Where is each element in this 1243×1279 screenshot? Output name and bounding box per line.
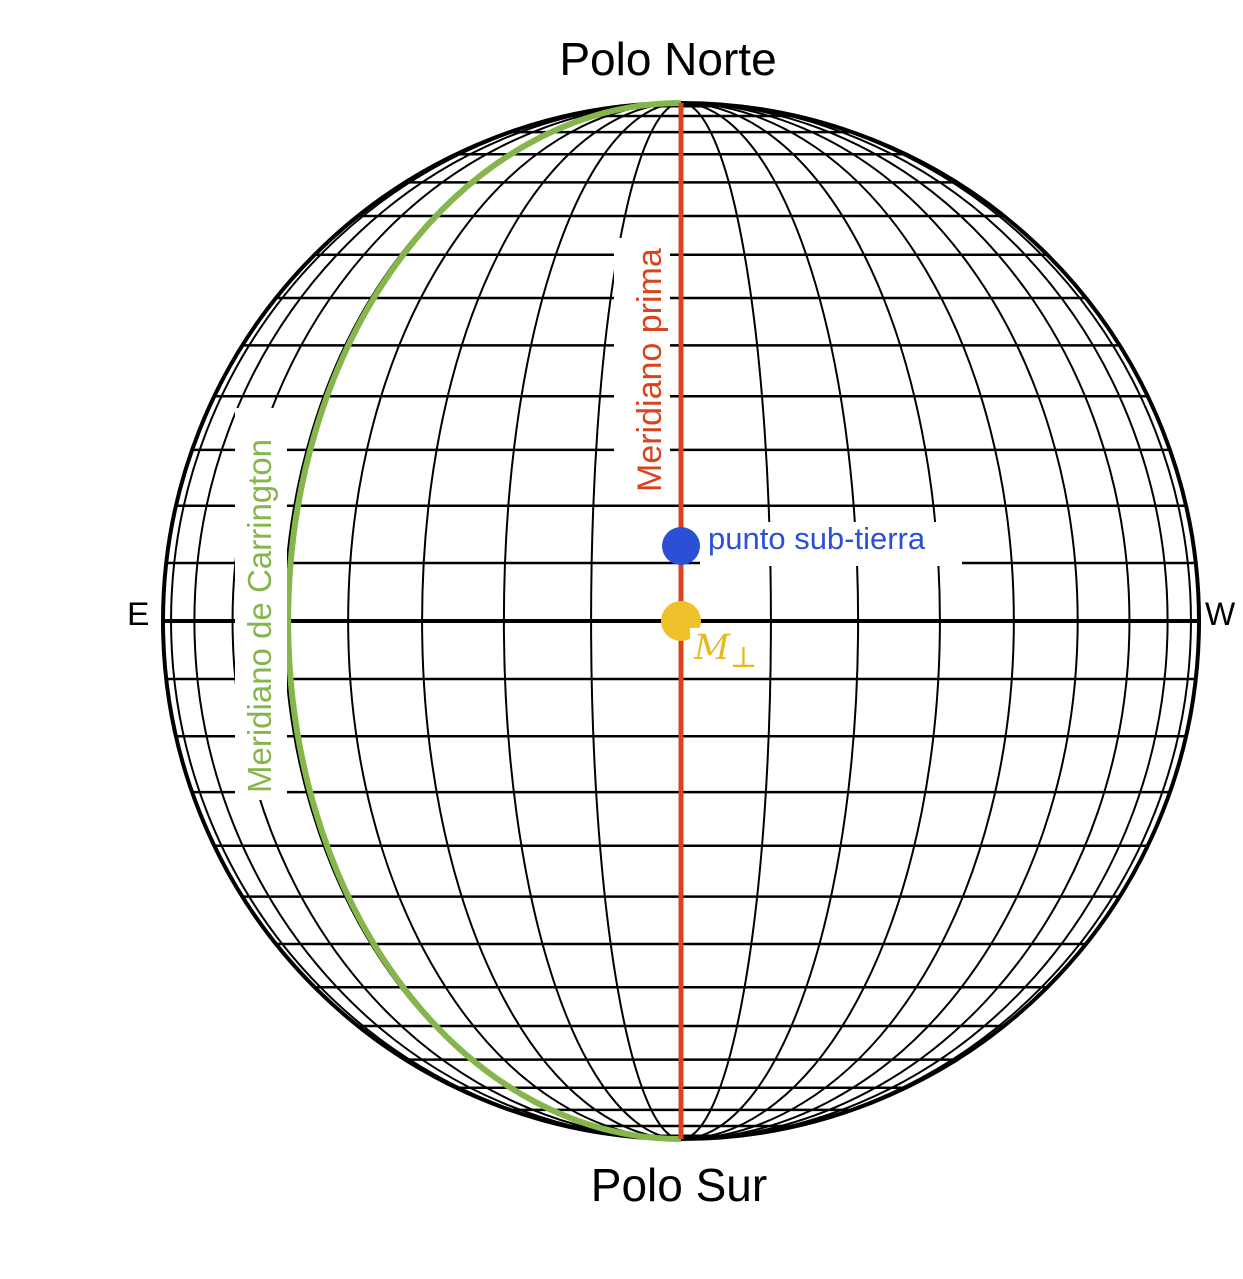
prime-meridian-label: Meridiano prima <box>631 248 669 492</box>
carrington-meridian-label-bg <box>235 408 287 800</box>
north-pole-label: Polo Norte <box>559 33 776 85</box>
prime-meridian-label-bg <box>614 238 670 500</box>
sub-earth-label-bg <box>700 522 962 566</box>
m-perp-symbol: M <box>693 628 731 668</box>
m-perp-label: M⊥ <box>693 628 757 674</box>
sub-earth-point-label: punto sub-tierra <box>708 521 926 556</box>
carrington-meridian-label: Meridiano de Carrington <box>241 439 278 793</box>
sub-earth-point <box>662 527 700 565</box>
west-label: W <box>1205 596 1236 632</box>
m-perp-label-bg <box>690 628 760 670</box>
m-perp-subscript: ⊥ <box>730 640 757 674</box>
south-pole-label: Polo Sur <box>591 1159 767 1211</box>
east-label: E <box>127 596 149 632</box>
carrington-meridian-line <box>285 100 682 1142</box>
